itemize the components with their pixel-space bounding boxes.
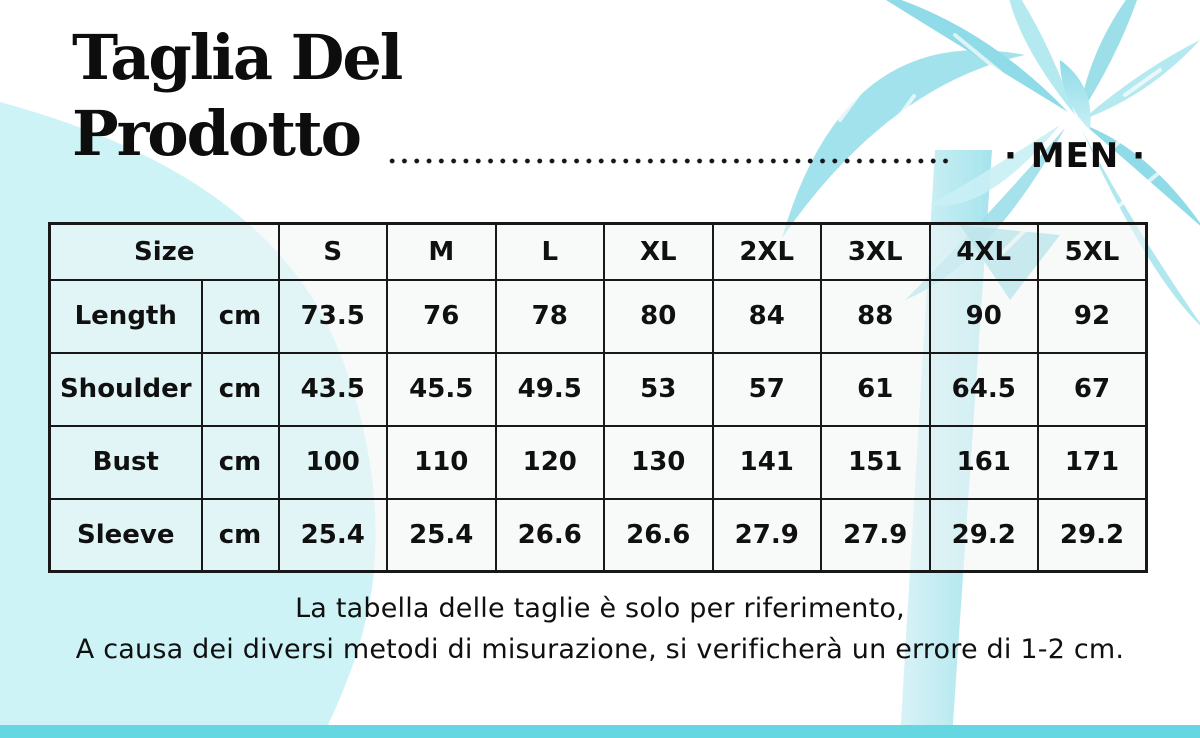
unit-cell: cm bbox=[200, 424, 280, 500]
size-column-header: 5XL bbox=[1037, 222, 1148, 281]
unit-cell: cm bbox=[200, 278, 280, 354]
measurement-value-cell: 78 bbox=[494, 278, 605, 354]
size-table-row: Shoulder cm 43.5 45.5 49.5 53 57 61 64.5 67 bbox=[48, 351, 1148, 427]
measurement-value-cell: 141 bbox=[711, 424, 822, 500]
measurement-value-cell: 161 bbox=[928, 424, 1039, 500]
measurement-value-cell: 76 bbox=[386, 278, 497, 354]
gender-label: · MEN · bbox=[1003, 136, 1147, 176]
measurement-value-cell: 45.5 bbox=[386, 351, 497, 427]
measurement-value-cell: 171 bbox=[1037, 424, 1148, 500]
measurement-label-cell: Sleeve bbox=[48, 497, 203, 573]
size-table-row: Length cm 73.5 76 78 80 84 88 90 92 bbox=[48, 278, 1148, 354]
size-column-header: S bbox=[277, 222, 388, 281]
measurement-value-cell: 53 bbox=[603, 351, 714, 427]
measurement-value-cell: 73.5 bbox=[277, 278, 388, 354]
size-table: Size S M L XL 2XL 3XL 4XL 5XL Length cm 73.5 76 78 8… bbox=[48, 222, 1148, 573]
footer-note: La tabella delle taglie è solo per rifer… bbox=[0, 588, 1200, 670]
size-column-header: 4XL bbox=[928, 222, 1039, 281]
size-column-header: L bbox=[494, 222, 605, 281]
size-table-body: Length cm 73.5 76 78 80 84 88 90 92 Shoulder cm 43.5… bbox=[48, 278, 1148, 573]
unit-cell: cm bbox=[200, 351, 280, 427]
measurement-value-cell: 120 bbox=[494, 424, 605, 500]
measurement-value-cell: 27.9 bbox=[820, 497, 931, 573]
page-title-line-1: Taglia Del bbox=[72, 21, 403, 94]
page-title-line-2: Prodotto bbox=[72, 97, 362, 170]
measurement-value-cell: 151 bbox=[820, 424, 931, 500]
footer-note-line-2: A causa dei diversi metodi di misurazion… bbox=[75, 634, 1125, 665]
footer-note-line-1: La tabella delle taglie è solo per rifer… bbox=[295, 593, 905, 624]
size-column-header: M bbox=[386, 222, 497, 281]
page-title: Taglia Del Prodotto bbox=[72, 20, 403, 172]
size-column-header: 3XL bbox=[820, 222, 931, 281]
measurement-value-cell: 88 bbox=[820, 278, 931, 354]
size-column-header: XL bbox=[603, 222, 714, 281]
measurement-value-cell: 110 bbox=[386, 424, 497, 500]
dotted-leader-line bbox=[386, 155, 952, 167]
measurement-value-cell: 84 bbox=[711, 278, 822, 354]
measurement-value-cell: 26.6 bbox=[603, 497, 714, 573]
measurement-label-cell: Shoulder bbox=[48, 351, 203, 427]
measurement-value-cell: 25.4 bbox=[386, 497, 497, 573]
unit-cell: cm bbox=[200, 497, 280, 573]
measurement-value-cell: 29.2 bbox=[928, 497, 1039, 573]
measurement-value-cell: 80 bbox=[603, 278, 714, 354]
bottom-accent-bar bbox=[0, 725, 1200, 738]
measurement-value-cell: 26.6 bbox=[494, 497, 605, 573]
measurement-value-cell: 92 bbox=[1037, 278, 1148, 354]
measurement-value-cell: 29.2 bbox=[1037, 497, 1148, 573]
measurement-value-cell: 90 bbox=[928, 278, 1039, 354]
measurement-value-cell: 57 bbox=[711, 351, 822, 427]
measurement-value-cell: 25.4 bbox=[277, 497, 388, 573]
measurement-label-cell: Length bbox=[48, 278, 203, 354]
size-column-header: 2XL bbox=[711, 222, 822, 281]
measurement-value-cell: 130 bbox=[603, 424, 714, 500]
size-table-header-row: Size S M L XL 2XL 3XL 4XL 5XL bbox=[48, 222, 1148, 281]
size-header-cell: Size bbox=[48, 222, 280, 281]
measurement-value-cell: 61 bbox=[820, 351, 931, 427]
measurement-value-cell: 67 bbox=[1037, 351, 1148, 427]
measurement-value-cell: 100 bbox=[277, 424, 388, 500]
measurement-value-cell: 64.5 bbox=[928, 351, 1039, 427]
measurement-value-cell: 43.5 bbox=[277, 351, 388, 427]
size-table-row: Bust cm 100 110 120 130 141 151 161 171 bbox=[48, 424, 1148, 500]
measurement-value-cell: 27.9 bbox=[711, 497, 822, 573]
measurement-label-cell: Bust bbox=[48, 424, 203, 500]
measurement-value-cell: 49.5 bbox=[494, 351, 605, 427]
size-table-row: Sleeve cm 25.4 25.4 26.6 26.6 27.9 27.9 29.2 29.2 bbox=[48, 497, 1148, 573]
